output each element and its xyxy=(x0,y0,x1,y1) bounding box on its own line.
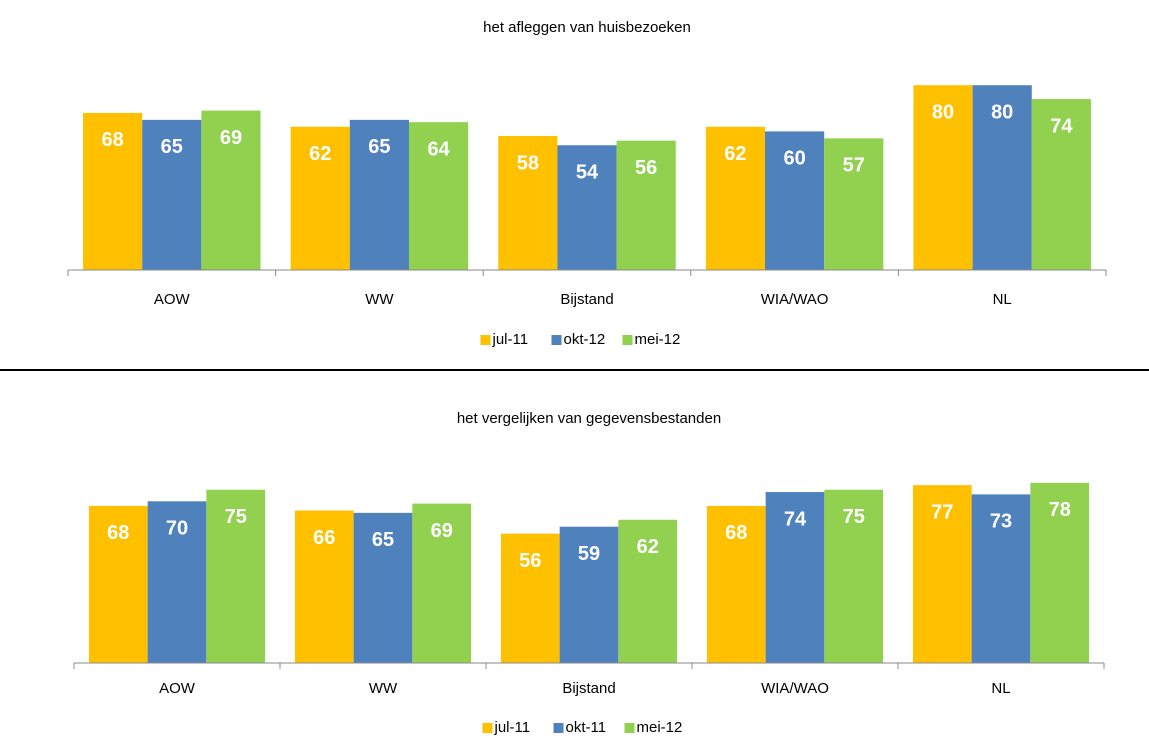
legend-label: okt-12 xyxy=(564,331,606,348)
data-label: 80 xyxy=(932,101,954,123)
bar xyxy=(765,492,825,663)
legend-swatch xyxy=(622,335,633,345)
bar xyxy=(500,533,560,663)
bar xyxy=(913,85,973,270)
bar xyxy=(706,505,766,663)
x-tick-label: AOW xyxy=(154,291,191,308)
x-tick-label: WIA/WAO xyxy=(761,680,829,697)
data-label: 69 xyxy=(431,520,453,542)
data-label: 57 xyxy=(843,155,865,177)
data-label: 54 xyxy=(576,162,599,184)
data-label: 68 xyxy=(725,522,747,544)
bar xyxy=(83,112,143,270)
bar xyxy=(824,489,884,663)
data-label: 73 xyxy=(990,511,1012,533)
legend-swatch xyxy=(551,335,562,345)
data-label: 74 xyxy=(1050,115,1073,137)
bar xyxy=(971,494,1031,663)
data-label: 69 xyxy=(220,127,242,149)
data-label: 75 xyxy=(843,506,865,528)
bar xyxy=(412,503,472,663)
bar xyxy=(408,122,469,270)
data-label: 65 xyxy=(161,136,183,158)
legend-label: mei-12 xyxy=(635,331,681,348)
legend-swatch xyxy=(553,723,564,733)
x-tick-label: NL xyxy=(993,291,1012,308)
bar xyxy=(972,85,1032,270)
bar xyxy=(559,526,619,663)
x-tick-label: Bijstand xyxy=(562,680,615,697)
x-tick-label: Bijstand xyxy=(560,291,613,308)
bar xyxy=(147,501,207,663)
bar xyxy=(353,512,413,663)
data-label: 66 xyxy=(313,527,335,549)
x-tick-label: AOW xyxy=(159,680,196,697)
bar xyxy=(618,519,678,663)
bar xyxy=(1030,482,1090,663)
data-label: 58 xyxy=(517,152,539,174)
bar xyxy=(290,126,350,270)
data-label: 70 xyxy=(166,518,188,540)
data-label: 74 xyxy=(784,508,807,530)
data-label: 62 xyxy=(309,143,331,165)
data-label: 68 xyxy=(107,522,129,544)
data-label: 59 xyxy=(578,543,600,565)
data-label: 56 xyxy=(635,157,657,179)
x-tick-label: WW xyxy=(369,680,398,697)
bar xyxy=(294,510,354,663)
data-label: 62 xyxy=(724,143,746,165)
data-label: 62 xyxy=(637,536,659,558)
x-tick-label: NL xyxy=(991,680,1010,697)
legend-swatch xyxy=(624,723,635,733)
legend-label: jul-11 xyxy=(494,719,531,736)
chart-title: het vergelijken van gegevensbestanden xyxy=(457,410,721,427)
chart-title: het afleggen van huisbezoeken xyxy=(483,19,691,36)
data-label: 65 xyxy=(372,529,394,551)
bar xyxy=(349,119,409,270)
data-label: 75 xyxy=(225,506,247,528)
legend-swatch xyxy=(480,335,491,345)
bar xyxy=(206,489,266,663)
legend-swatch xyxy=(482,723,493,733)
x-tick-label: WW xyxy=(365,291,394,308)
bar xyxy=(616,140,676,270)
bar xyxy=(142,119,202,270)
bar xyxy=(88,505,148,663)
bar xyxy=(912,485,972,663)
x-tick-label: WIA/WAO xyxy=(761,291,829,308)
bar xyxy=(705,126,766,270)
bar xyxy=(557,145,617,270)
data-label: 56 xyxy=(519,550,541,572)
legend-label: mei-12 xyxy=(637,719,683,736)
data-label: 60 xyxy=(783,148,805,170)
bar xyxy=(1031,99,1091,270)
data-label: 68 xyxy=(102,129,124,151)
data-label: 80 xyxy=(991,101,1013,123)
data-label: 78 xyxy=(1049,499,1071,521)
bar xyxy=(824,138,884,270)
bar xyxy=(765,131,825,270)
legend-label: jul-11 xyxy=(492,331,529,348)
bar xyxy=(498,136,558,270)
data-label: 65 xyxy=(368,136,390,158)
legend-label: okt-11 xyxy=(566,719,607,736)
bar xyxy=(201,110,261,270)
data-label: 64 xyxy=(427,138,450,160)
data-label: 77 xyxy=(931,501,953,523)
